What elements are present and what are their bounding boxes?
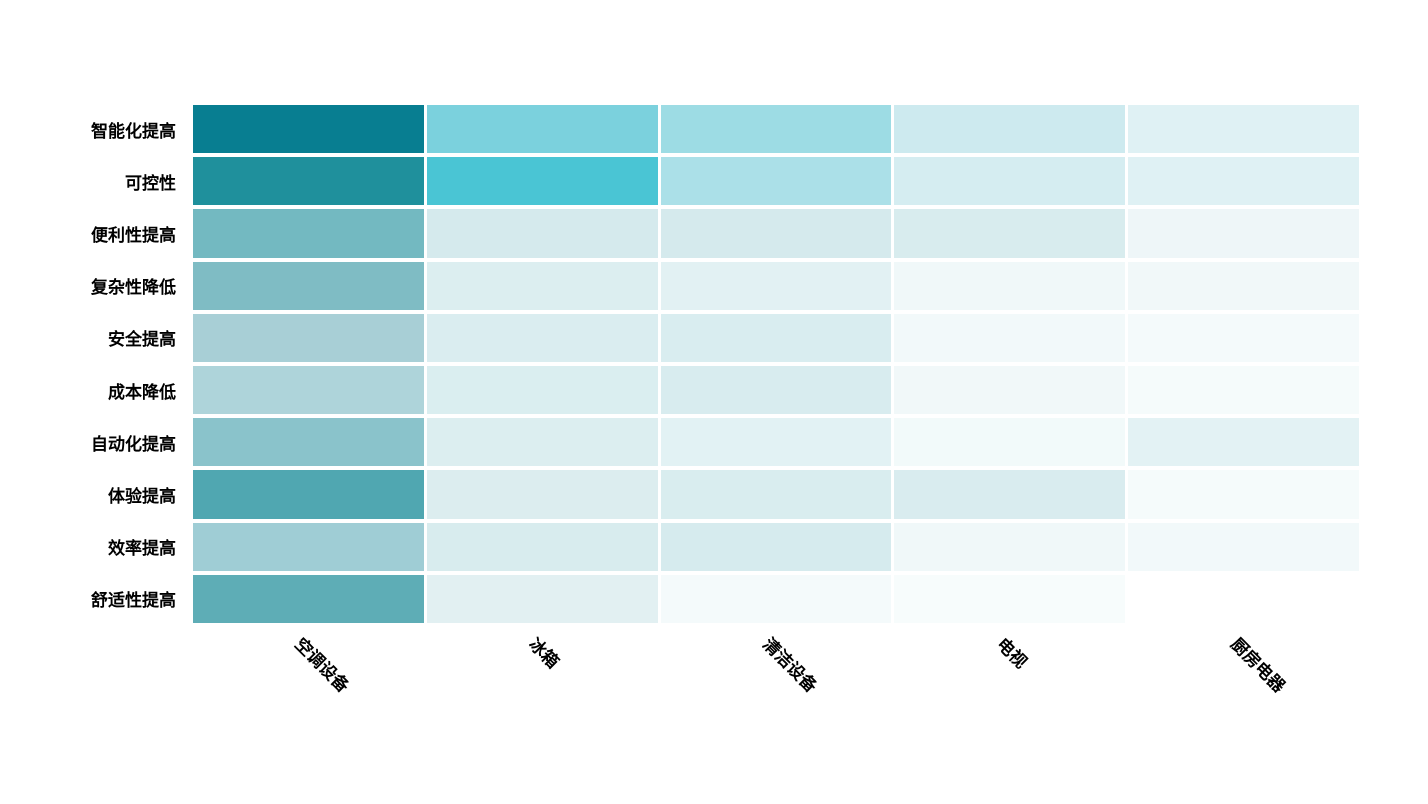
x-axis-tick-label: 清洁设备 xyxy=(758,634,821,697)
heatmap-cell xyxy=(894,418,1126,467)
heatmap-cell xyxy=(660,313,892,362)
heatmap-cell xyxy=(894,522,1126,571)
heatmap-cell xyxy=(894,574,1126,623)
heatmap-cell xyxy=(426,209,658,258)
heatmap-cell xyxy=(660,522,892,571)
y-axis-tick-label: 自动化提高 xyxy=(91,434,176,455)
heatmap-cell xyxy=(426,418,658,467)
heatmap-cell xyxy=(660,209,892,258)
y-axis-tick-label: 便利性提高 xyxy=(91,225,176,246)
heatmap-cell xyxy=(193,209,424,258)
y-axis-tick-label: 成本降低 xyxy=(108,382,176,403)
heatmap-cell xyxy=(894,313,1126,362)
heatmap-cell xyxy=(193,366,424,415)
y-axis-tick-label: 舒适性提高 xyxy=(91,591,176,612)
heatmap-cell xyxy=(894,261,1126,310)
heatmap-cell xyxy=(426,261,658,310)
heatmap-cell xyxy=(426,522,658,571)
heatmap-cell xyxy=(1128,470,1359,519)
heatmap-cell xyxy=(426,574,658,623)
heatmap-cell xyxy=(894,209,1126,258)
heatmap-cell xyxy=(1128,261,1359,310)
y-axis-tick-label: 安全提高 xyxy=(108,330,176,351)
y-axis-tick-label: 效率提高 xyxy=(108,539,176,560)
heatmap-cell xyxy=(193,261,424,310)
heatmap-cell xyxy=(894,157,1126,206)
heatmap-cell xyxy=(1128,157,1359,206)
heatmap-cell xyxy=(193,418,424,467)
x-axis-tick-label: 空调设备 xyxy=(290,634,353,697)
y-axis-tick-label: 智能化提高 xyxy=(91,121,176,142)
heatmap-cell xyxy=(894,366,1126,415)
heatmap-cell xyxy=(1128,574,1359,623)
heatmap-cell xyxy=(193,470,424,519)
heatmap-cell xyxy=(660,366,892,415)
heatmap-cell xyxy=(426,157,658,206)
y-axis-tick-label: 体验提高 xyxy=(108,486,176,507)
heatmap-cell xyxy=(1128,313,1359,362)
heatmap-cell xyxy=(1128,522,1359,571)
heatmap-cell xyxy=(426,313,658,362)
y-axis-tick-label: 可控性 xyxy=(125,173,176,194)
heatmap-grid xyxy=(193,105,1359,623)
heatmap-cell xyxy=(1128,105,1359,154)
heatmap-cell xyxy=(894,470,1126,519)
heatmap-cell xyxy=(193,522,424,571)
heatmap-cell xyxy=(193,574,424,623)
x-axis-tick-label: 电视 xyxy=(992,634,1031,673)
y-axis-tick-label: 复杂性降低 xyxy=(91,278,176,299)
heatmap-cell xyxy=(1128,209,1359,258)
heatmap-cell xyxy=(193,157,424,206)
heatmap-cell xyxy=(426,470,658,519)
heatmap-cell xyxy=(660,418,892,467)
heatmap-cell xyxy=(660,574,892,623)
heatmap-cell xyxy=(660,157,892,206)
heatmap-cell xyxy=(1128,418,1359,467)
heatmap-cell xyxy=(660,261,892,310)
heatmap-cell xyxy=(193,105,424,154)
heatmap-cell xyxy=(426,366,658,415)
heatmap-cell xyxy=(894,105,1126,154)
heatmap-cell xyxy=(1128,366,1359,415)
x-axis-tick-label: 冰箱 xyxy=(524,634,563,673)
y-axis-labels: 智能化提高可控性便利性提高复杂性降低安全提高成本降低自动化提高体验提高效率提高舒… xyxy=(0,105,176,623)
heatmap-cell xyxy=(426,105,658,154)
heatmap-cell xyxy=(660,470,892,519)
x-axis-labels: 空调设备 冰箱 清洁设备 电视 厨房电器 xyxy=(193,631,1359,751)
x-axis-tick-label: 厨房电器 xyxy=(1225,634,1289,697)
heatmap-cell xyxy=(193,313,424,362)
heatmap-cell xyxy=(660,105,892,154)
